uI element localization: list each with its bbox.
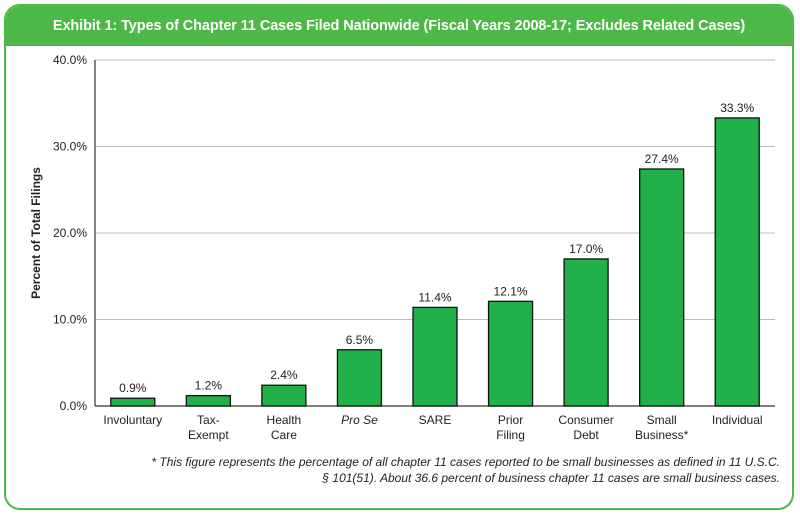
x-tick-label: SARE xyxy=(419,413,452,427)
footnote-line-1: * This figure represents the percentage … xyxy=(151,455,780,469)
data-label: 17.0% xyxy=(569,242,603,256)
x-tick-label: Debt xyxy=(573,428,599,442)
data-label: 0.9% xyxy=(119,381,147,395)
bar xyxy=(185,394,231,407)
y-tick-label: 40.0% xyxy=(53,53,87,67)
bar xyxy=(412,306,458,407)
y-axis-label: Percent of Total Filings xyxy=(29,167,43,299)
x-tick-label: Filing xyxy=(496,428,525,442)
data-label: 33.3% xyxy=(720,101,754,115)
data-label: 12.1% xyxy=(494,284,528,298)
y-tick-label: 10.0% xyxy=(53,313,87,327)
x-tick-label: Tax- xyxy=(197,413,220,427)
bar xyxy=(487,300,534,407)
x-tick-label: Care xyxy=(271,428,297,442)
x-tick-label: Exempt xyxy=(188,428,229,442)
y-tick-label: 30.0% xyxy=(53,140,87,154)
x-tick-label: Involuntary xyxy=(103,413,162,427)
x-tick-label: Pro Se xyxy=(341,413,378,427)
bar xyxy=(110,397,156,407)
data-label: 2.4% xyxy=(270,368,298,382)
footnote-line-2: § 101(51). About 36.6 percent of busines… xyxy=(322,471,780,485)
x-tick-label: Prior xyxy=(498,413,523,427)
footnote: * This figure represents the percentage … xyxy=(80,454,780,486)
bar xyxy=(563,258,609,407)
x-tick-label: Consumer xyxy=(558,413,613,427)
data-label: 27.4% xyxy=(645,152,679,166)
x-tick-label: Business* xyxy=(635,428,689,442)
x-tick-label: Small xyxy=(647,413,677,427)
bar xyxy=(261,384,307,407)
bar xyxy=(714,117,760,407)
bar xyxy=(336,349,383,407)
data-label: 11.4% xyxy=(418,290,451,304)
x-tick-label: Individual xyxy=(712,413,763,427)
y-tick-label: 0.0% xyxy=(60,399,88,413)
bar xyxy=(639,168,685,407)
x-tick-label: Health xyxy=(267,413,302,427)
chart-title: Exhibit 1: Types of Chapter 11 Cases Fil… xyxy=(6,6,792,46)
y-tick-label: 20.0% xyxy=(53,226,87,240)
data-label: 1.2% xyxy=(195,379,223,393)
data-label: 6.5% xyxy=(346,333,374,347)
